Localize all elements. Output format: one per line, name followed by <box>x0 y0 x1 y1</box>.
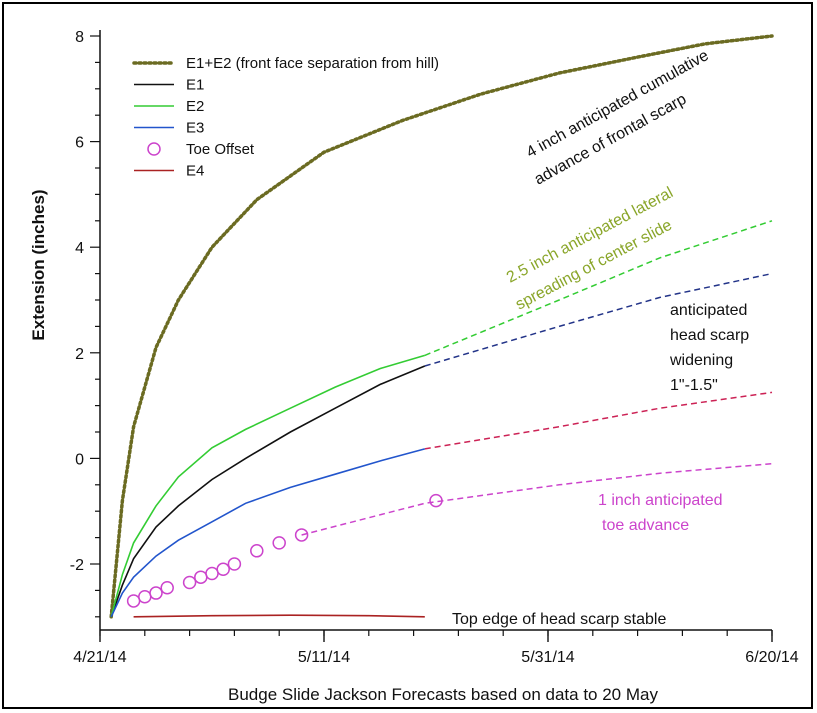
annotation-text: 1"-1.5" <box>670 377 718 394</box>
forecast-line <box>301 462 773 536</box>
x-axis-title: Budge Slide Jackson Forecasts based on d… <box>228 685 658 704</box>
y-tick-label: 6 <box>75 135 84 152</box>
series-line <box>133 614 425 618</box>
forecast-line <box>424 220 773 357</box>
forecast-line <box>424 391 773 450</box>
toe-offset-marker <box>126 594 141 608</box>
plot-area <box>109 34 774 619</box>
legend-label: E1+E2 (front face separation from hill) <box>186 55 439 72</box>
annotation-text: anticipated <box>670 302 747 319</box>
x-tick-label: 6/20/14 <box>745 649 798 666</box>
toe-offset-marker <box>160 581 174 595</box>
annotation-text: Top edge of head scarp stable <box>452 611 666 628</box>
series-line <box>109 34 774 619</box>
y-axis-title: Extension (inches) <box>29 189 48 340</box>
series-line <box>110 448 426 618</box>
axes: -2 0 2 4 6 8 4/21/14 5/11/14 5/31/14 6/20/14 <box>70 29 799 666</box>
legend: E1+E2 (front face separation from hill) E… <box>132 55 439 180</box>
y-tick-label: 0 <box>75 451 84 468</box>
toe-offset-marker <box>182 575 197 590</box>
y-tick-label: 2 <box>75 346 84 363</box>
toe-offset-marker <box>149 586 163 600</box>
toe-offset-marker <box>227 557 242 571</box>
legend-label: E2 <box>186 98 204 115</box>
toe-offset-marker <box>429 493 443 508</box>
toe-offset-marker <box>216 562 230 577</box>
annotation-text: toe advance <box>602 517 689 534</box>
annotation-text: widening <box>669 352 733 369</box>
legend-label: Toe Offset <box>186 141 255 158</box>
forecast-line <box>424 272 773 367</box>
y-tick-label: -2 <box>70 557 84 574</box>
toe-offset-marker <box>194 570 208 584</box>
series-line <box>110 365 426 618</box>
legend-label: E4 <box>186 163 204 180</box>
toe-offset-marker <box>250 544 264 558</box>
annotation-text: head scarp <box>670 327 749 344</box>
x-tick-label: 5/11/14 <box>298 649 350 666</box>
annotation-text: 1 inch anticipated <box>598 492 723 509</box>
x-tick-label: 5/31/14 <box>521 649 574 666</box>
y-tick-label: 8 <box>75 29 84 46</box>
y-tick-label: 4 <box>75 240 84 257</box>
toe-offset-marker <box>294 528 309 542</box>
legend-swatch <box>147 142 161 156</box>
toe-offset-marker <box>272 536 286 550</box>
x-tick-label: 4/21/14 <box>73 649 126 666</box>
toe-offset-marker <box>205 566 219 581</box>
legend-label: E3 <box>186 120 204 137</box>
series-line <box>110 354 426 618</box>
toe-offset-marker <box>138 589 152 604</box>
legend-label: E1 <box>186 77 204 94</box>
